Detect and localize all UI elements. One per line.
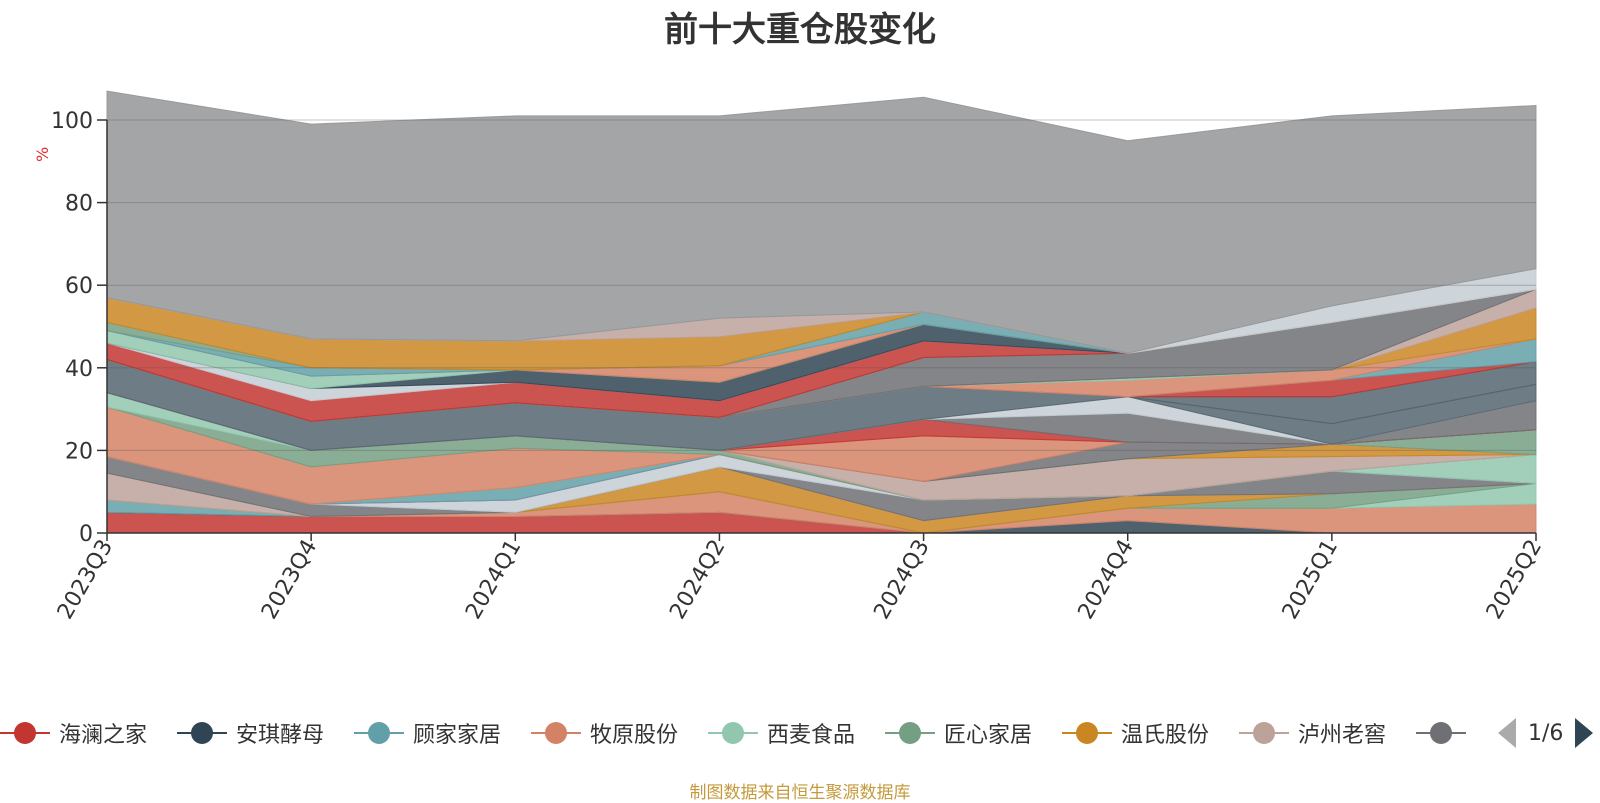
triangle-left-icon[interactable] [1498,718,1516,748]
legend-item-0[interactable]: 海澜之家 [0,715,147,751]
source-note: 制图数据来自恒生聚源数据库 [689,783,911,803]
x-tick-label-4: 2024Q3 [869,536,934,624]
x-tick-label-0: 2023Q3 [53,536,118,624]
area-series-group [106,90,1537,534]
legend-page-indicator: 1/6 [1528,720,1564,746]
legend-marker-icon [1416,715,1466,751]
legend-marker-icon [177,715,227,751]
chart-title: 前十大重仓股变化 [664,10,936,50]
legend-marker-icon [885,715,935,751]
legend-item-6[interactable]: 温氏股份 [1062,715,1209,751]
legend-label: 安琪酵母 [236,723,325,748]
legend-item-5[interactable]: 匠心家居 [885,715,1032,751]
legend-label: 顾家家居 [413,723,502,748]
legend-item-4[interactable]: 西麦食品 [708,715,855,751]
y-axis-label: % [33,147,52,162]
legend: 海澜之家 安琪酵母 顾家家居 牧原股份 西麦食品 匠心家居 温氏股份 泸州老窖 1/6 [0,715,1600,751]
x-tick-labels: 2023Q3 2023Q4 2024Q1 2024Q2 2024Q3 2024Q4 2025… [53,536,1547,624]
legend-marker-icon [531,715,581,751]
y-tick-label-1: 20 [65,439,93,464]
x-tick-label-1: 2023Q4 [257,536,322,624]
legend-label: 匠心家居 [944,723,1033,748]
legend-marker-icon [1239,715,1289,751]
legend-item-3[interactable]: 牧原股份 [531,715,678,751]
legend-item-7[interactable]: 泸州老窖 [1239,715,1386,751]
legend-marker-icon [708,715,758,751]
y-tick-label-0: 0 [79,522,93,547]
x-tick-label-5: 2024Q4 [1074,536,1139,624]
legend-label: 牧原股份 [590,723,679,748]
y-tick-labels: 0 20 40 60 80 100 [51,109,93,547]
legend-marker-icon [1062,715,1112,751]
legend-marker-icon [354,715,404,751]
x-tick-label-2: 2024Q1 [461,536,526,624]
x-tick-label-7: 2025Q2 [1482,536,1547,624]
x-tick-label-6: 2025Q1 [1278,536,1343,624]
legend-label: 海澜之家 [59,723,148,748]
legend-items: 海澜之家 安琪酵母 顾家家居 牧原股份 西麦食品 匠心家居 温氏股份 泸州老窖 [0,715,1466,751]
y-tick-label-2: 40 [65,357,93,382]
legend-label: 温氏股份 [1121,723,1210,748]
legend-marker-icon [0,715,50,751]
y-tick-label-3: 60 [65,274,93,299]
grid-lines [107,119,1536,451]
triangle-right-icon[interactable] [1575,718,1594,748]
legend-label: 泸州老窖 [1298,723,1387,748]
legend-item-8[interactable] [1416,715,1466,751]
axes [97,119,1537,541]
y-tick-label-5: 100 [51,109,93,134]
legend-pager: 1/6 [1498,715,1594,751]
y-tick-label-4: 80 [65,192,93,217]
legend-label: 西麦食品 [767,723,856,748]
x-tick-label-3: 2024Q2 [665,536,730,624]
legend-item-2[interactable]: 顾家家居 [354,715,501,751]
legend-item-1[interactable]: 安琪酵母 [177,715,324,751]
area-series-45 [106,90,1537,354]
